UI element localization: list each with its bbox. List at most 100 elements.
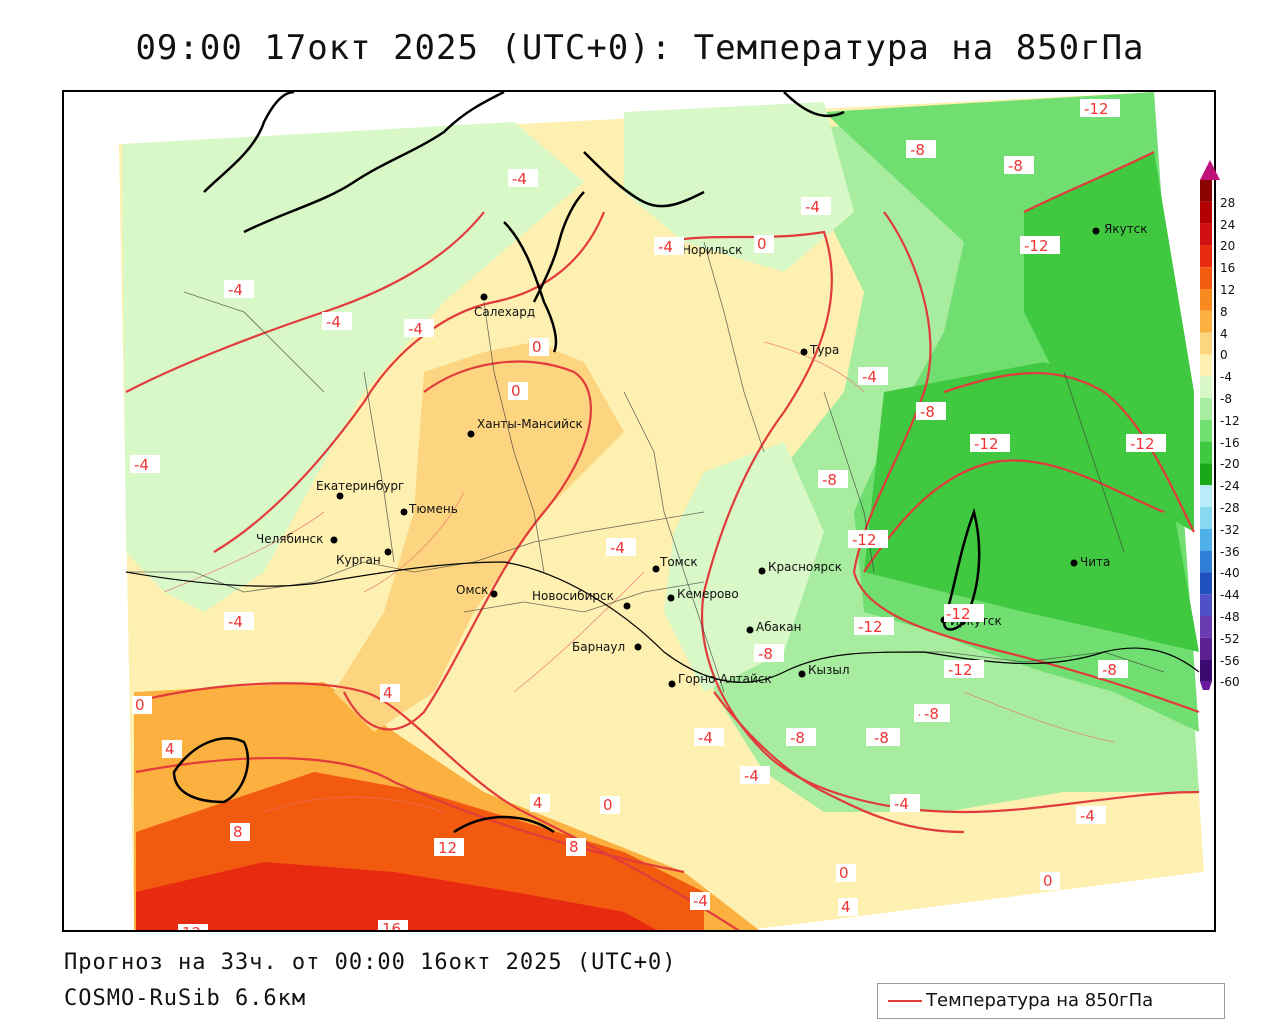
colorbar-tick-label: -48	[1220, 610, 1240, 624]
svg-text:-4: -4	[805, 198, 820, 216]
isotherm-labels: -12 -8 -8 -12 -4 -4 -4 0 -4 -4 -4 0 0 -4…	[130, 99, 1166, 932]
iso-label: -12	[848, 530, 888, 549]
svg-text:Красноярск: Красноярск	[768, 560, 842, 574]
iso-label: -12	[944, 660, 984, 679]
city-kurgan[interactable]: Курган	[336, 548, 392, 568]
field-cool-central	[664, 442, 824, 692]
iso-label: 8	[566, 838, 586, 856]
colorbar-tick-label: 20	[1220, 239, 1236, 254]
iso-label: -12	[1020, 236, 1060, 255]
iso-label: 0	[132, 696, 152, 714]
svg-text:4: 4	[841, 898, 851, 916]
svg-text:Абакан: Абакан	[756, 620, 801, 634]
colorbar-bottom-arrow	[1200, 681, 1212, 700]
iso-label: -4	[404, 319, 434, 338]
svg-text:-4: -4	[512, 170, 527, 188]
legend: Температура на 850гПа	[877, 983, 1225, 1019]
city-chelyabinsk[interactable]: Челябинск	[256, 532, 338, 546]
colorbar-tick-label: 0	[1220, 348, 1228, 363]
colorbar-tick-label: -16	[1220, 435, 1240, 450]
colorbar-swatch	[1200, 594, 1212, 616]
colorbar-swatch	[1200, 463, 1212, 486]
city-gorno-altaysk[interactable]: Горно-Алтайск	[668, 672, 772, 688]
iso-label: -8	[1098, 660, 1128, 679]
iso-label: 16	[378, 920, 408, 930]
colorbar-swatch	[1200, 441, 1212, 464]
svg-text:Екатеринбург: Екатеринбург	[316, 479, 404, 493]
iso-label: -4	[890, 794, 920, 813]
city-novosibirsk[interactable]: Новосибирск	[532, 589, 631, 610]
map-area[interactable]: Якутск Норильск Салехард Тура Ханты-Манс…	[62, 90, 1216, 932]
iso-label: -8	[786, 728, 816, 747]
colorbar-swatch	[1200, 354, 1212, 377]
svg-text:-12: -12	[852, 531, 877, 549]
city-omsk[interactable]: Омск	[456, 583, 498, 598]
colorbar-tick-label: 24	[1220, 217, 1236, 232]
iso-label: 0	[836, 864, 856, 882]
national-border	[125, 561, 1200, 683]
city-yekaterinburg[interactable]: Екатеринбург	[316, 479, 404, 500]
colorbar-tick-label: -40	[1220, 566, 1240, 581]
city-khanty-mansiysk[interactable]: Ханты-Мансийск	[467, 417, 583, 438]
svg-text:-8: -8	[790, 729, 805, 747]
svg-text:-12: -12	[1130, 435, 1155, 453]
svg-text:-8: -8	[1102, 661, 1117, 679]
svg-text:Томск: Томск	[659, 555, 698, 569]
city-chita[interactable]: Чита	[1070, 555, 1111, 569]
city-barnaul[interactable]: Барнаул	[572, 640, 642, 654]
colorbar-swatch	[1200, 332, 1212, 355]
iso-label: 4	[162, 740, 182, 758]
iso-label: 12	[434, 838, 464, 857]
svg-text:-8: -8	[758, 645, 773, 663]
svg-text:12: 12	[182, 924, 201, 932]
iso-label: -8	[1004, 156, 1034, 175]
svg-text:-4: -4	[693, 892, 708, 910]
colorbar-tick-label: -8	[1220, 392, 1232, 406]
iso-label: -8	[818, 470, 848, 489]
colorbar-swatch	[1200, 376, 1212, 398]
colorbar-tick-label: -44	[1220, 588, 1240, 603]
svg-text:-4: -4	[698, 729, 713, 747]
iso-label: -8	[916, 402, 946, 421]
svg-text:0: 0	[532, 338, 542, 356]
svg-text:Якутск: Якутск	[1104, 222, 1148, 236]
svg-text:0: 0	[757, 235, 767, 253]
iso-label: -4	[130, 455, 160, 474]
city-krasnoyarsk[interactable]: Красноярск	[758, 560, 842, 575]
colorbar-tick-label: -28	[1220, 501, 1240, 515]
colorbar-tick-label: -24	[1220, 479, 1240, 494]
iso-label: -8	[870, 728, 900, 747]
colorbar-swatch	[1200, 419, 1212, 442]
iso-label: -8	[754, 644, 784, 663]
field-cool-west	[122, 122, 584, 612]
city-kyzyl[interactable]: Кызыл	[798, 663, 850, 678]
svg-text:Курган: Курган	[336, 553, 381, 567]
city-kemerovo[interactable]: Кемерово	[667, 587, 739, 602]
iso-label: 12	[178, 924, 208, 932]
city-yakutsk[interactable]: Якутск	[1092, 222, 1148, 236]
colorbar-tick-label: -56	[1220, 653, 1240, 668]
colorbar-tick-label: 8	[1220, 304, 1228, 319]
city-tomsk[interactable]: Томск	[652, 555, 698, 573]
svg-text:-4: -4	[862, 368, 877, 386]
colorbar-swatch	[1200, 180, 1212, 202]
outside-domain-left	[64, 144, 134, 930]
city-tura[interactable]: Тура	[800, 343, 840, 357]
iso-label: 4	[838, 898, 858, 916]
svg-text:0: 0	[1043, 872, 1053, 890]
iso-label: -4	[690, 892, 710, 910]
city-tyumen[interactable]: Тюмень	[400, 502, 458, 516]
iso-label: 0	[600, 796, 620, 814]
svg-text:Ханты-Мансийск: Ханты-Мансийск	[477, 417, 583, 431]
colorbar-swatches	[1200, 160, 1220, 700]
city-abakan[interactable]: Абакан	[746, 620, 802, 634]
colorbar: 28 24 20 16 12 8 4 0 -4 -8 -12 -16 -20 -24 -28 -32 -36 -4…	[1200, 160, 1260, 700]
svg-text:4: 4	[165, 740, 175, 758]
svg-text:-8: -8	[910, 141, 925, 159]
svg-text:-4: -4	[1080, 807, 1095, 825]
iso-label: -4	[606, 538, 636, 557]
svg-text:4: 4	[533, 794, 543, 812]
city-salekhard[interactable]: Салехард	[474, 293, 535, 320]
forecast-info: Прогноз на 33ч. от 00:00 16окт 2025 (UTC…	[64, 950, 677, 975]
map-title: 09:00 17окт 2025 (UTC+0): Температура на…	[135, 28, 1145, 68]
